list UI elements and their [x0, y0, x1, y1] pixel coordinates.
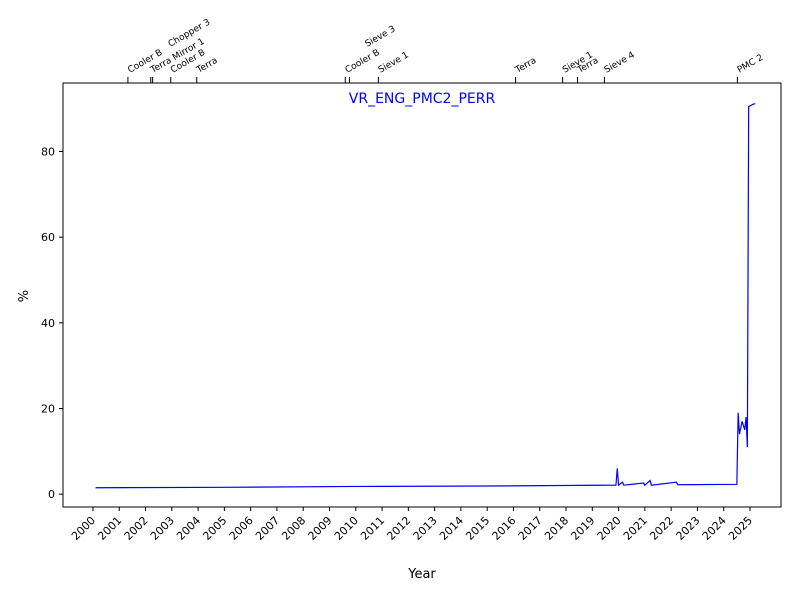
event-label: Sieve 1 — [377, 50, 411, 75]
x-tick-label: 2003 — [148, 514, 177, 543]
x-tick-label: 2014 — [437, 514, 466, 543]
chart-title: VR_ENG_PMC2_PERR — [349, 91, 496, 107]
x-tick-label: 2019 — [568, 514, 597, 543]
data-line — [95, 102, 756, 489]
event-label: PMC 2 — [736, 53, 765, 76]
x-tick-label: 2020 — [595, 514, 624, 543]
x-tick-label: 2021 — [621, 514, 650, 543]
x-tick-label: 2024 — [700, 514, 729, 543]
x-tick-label: 2025 — [726, 514, 755, 543]
x-tick-label: 2013 — [411, 514, 440, 543]
x-tick-label: 2022 — [647, 514, 676, 543]
y-tick-label: 80 — [41, 146, 55, 159]
event-label: Terra — [513, 56, 538, 76]
event-label: Sieve 4 — [603, 50, 637, 75]
x-tick-label: 2018 — [542, 514, 571, 543]
x-tick-label: 2001 — [95, 514, 124, 543]
x-tick-label: 2005 — [200, 514, 229, 543]
x-tick-label: 2011 — [358, 514, 387, 543]
x-tick-label: 2006 — [227, 514, 256, 543]
y-tick-label: 0 — [48, 488, 55, 501]
x-tick-label: 2007 — [253, 514, 282, 543]
x-tick-label: 2004 — [174, 514, 203, 543]
x-tick-label: 2008 — [279, 514, 308, 543]
x-tick-label: 2010 — [332, 514, 361, 543]
x-tick-label: 2012 — [384, 514, 413, 543]
plot-frame — [62, 82, 782, 508]
y-axis-label: % — [17, 290, 32, 302]
y-tick-label: 20 — [41, 402, 55, 415]
event-label: Sieve 3 — [364, 24, 398, 49]
x-tick-label: 2002 — [122, 514, 151, 543]
x-tick-label: 2016 — [490, 514, 519, 543]
y-tick-label: 40 — [41, 317, 55, 330]
x-tick-label: 2023 — [674, 514, 703, 543]
x-tick-label: 2009 — [306, 514, 335, 543]
x-tick-label: 2000 — [69, 514, 98, 543]
event-label: Cooler B — [344, 48, 382, 76]
x-tick-label: 2017 — [516, 514, 545, 543]
x-tick-label: 2015 — [463, 514, 492, 543]
y-tick-label: 60 — [41, 231, 55, 244]
x-axis-label: Year — [407, 567, 436, 582]
